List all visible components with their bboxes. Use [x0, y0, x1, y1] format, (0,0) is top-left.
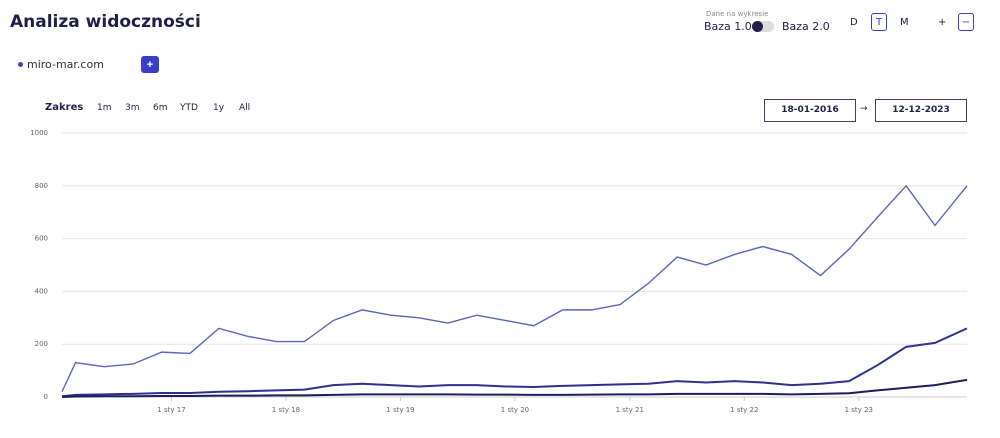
- base-1-label: Baza 1.0: [704, 20, 752, 33]
- series-line: [61, 378, 968, 398]
- range-option[interactable]: YTD: [180, 103, 198, 113]
- base-2-label: Baza 2.0: [782, 20, 830, 33]
- x-tick-label: 1 sty 20: [501, 406, 529, 414]
- granularity-d[interactable]: D: [850, 17, 858, 28]
- y-tick-label: 1000: [30, 129, 48, 137]
- range-option[interactable]: 1y: [213, 103, 225, 113]
- domain-name: miro-mar.com: [27, 58, 104, 71]
- x-tick-label: 1 sty 21: [616, 406, 644, 414]
- x-tick-label: 1 sty 18: [272, 406, 300, 414]
- zoom-in[interactable]: +: [938, 17, 947, 28]
- range-option[interactable]: 1m: [97, 103, 112, 113]
- y-tick-label: 0: [44, 393, 48, 401]
- range-option[interactable]: All: [239, 103, 251, 113]
- date-to[interactable]: 12-12-2023: [875, 99, 967, 122]
- series-line: [61, 184, 968, 393]
- page-title: Analiza widoczności: [10, 12, 201, 32]
- range-label: Zakres: [45, 102, 84, 113]
- x-tick-label: 1 sty 22: [730, 406, 758, 414]
- toggle-knob: [752, 21, 763, 32]
- range-option[interactable]: 6m: [153, 103, 168, 113]
- y-tick-label: 400: [35, 287, 48, 295]
- date-from[interactable]: 18-01-2016: [764, 99, 856, 122]
- x-tick-label: 1 sty 19: [386, 406, 414, 414]
- zoom-out[interactable]: −: [958, 13, 974, 31]
- series-line: [61, 327, 968, 398]
- legend-dot: [18, 62, 23, 67]
- toggle[interactable]: [752, 21, 774, 32]
- x-tick-label: 1 sty 17: [157, 406, 185, 414]
- granularity-m[interactable]: M: [900, 17, 909, 28]
- add-domain[interactable]: +: [141, 56, 159, 73]
- y-tick-label: 200: [35, 340, 48, 348]
- x-tick-label: 1 sty 23: [845, 406, 873, 414]
- data-label: Dane na wykresie: [706, 10, 769, 18]
- y-tick-label: 800: [35, 182, 48, 190]
- granularity-t[interactable]: T: [871, 13, 887, 31]
- date-arrow: →: [860, 104, 868, 114]
- y-tick-label: 600: [35, 235, 48, 243]
- range-option[interactable]: 3m: [125, 103, 140, 113]
